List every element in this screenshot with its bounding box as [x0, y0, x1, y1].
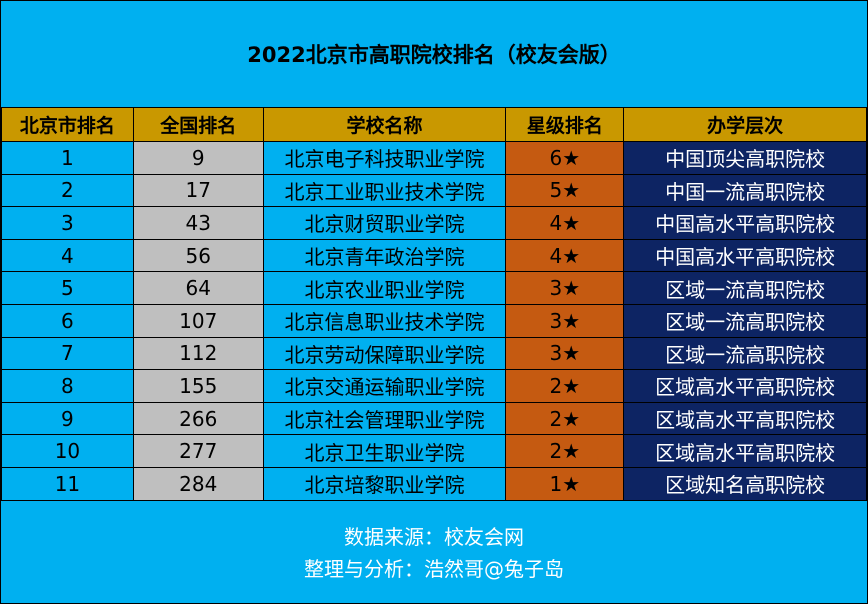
star-rank-cell: 5★: [505, 173, 625, 208]
level-cell: 区域一流高职院校: [623, 303, 867, 338]
table-row: 8 155 北京交通运输职业学院 2★ 区域高水平高职院校: [1, 369, 867, 403]
school-name-cell: 北京青年政治学院: [262, 238, 507, 273]
national-rank-cell: 17: [132, 173, 264, 208]
school-name-cell: 北京农业职业学院: [262, 271, 507, 305]
table-row: 10 277 北京卫生职业学院 2★ 区域高水平高职院校: [1, 434, 867, 468]
level-cell: 区域高水平高职院校: [623, 434, 867, 468]
star-rank-cell: 4★: [505, 206, 625, 240]
level-cell: 区域一流高职院校: [623, 271, 867, 305]
school-name-cell: 北京社会管理职业学院: [262, 401, 507, 436]
national-rank-cell: 56: [132, 238, 264, 273]
header-local-rank: 北京市排名: [1, 107, 134, 142]
data-source-note: 数据来源：校友会网: [344, 525, 524, 549]
table-row: 3 43 北京财贸职业学院 4★ 中国高水平高职院校: [1, 206, 867, 240]
local-rank-cell: 2: [1, 173, 134, 208]
school-name-cell: 北京培黎职业学院: [262, 466, 507, 501]
table-row: 1 9 北京电子科技职业学院 6★ 中国顶尖高职院校: [1, 141, 867, 175]
page-title: 2022北京市高职院校排名（校友会版）: [247, 43, 621, 67]
school-name-cell: 北京劳动保障职业学院: [262, 336, 507, 371]
local-rank-cell: 1: [1, 141, 134, 175]
local-rank-cell: 5: [1, 271, 134, 305]
level-cell: 区域知名高职院校: [623, 466, 867, 501]
footer: 数据来源：校友会网 整理与分析：浩然哥@兔子岛: [1, 509, 867, 603]
national-rank-cell: 266: [132, 401, 264, 436]
star-rank-cell: 3★: [505, 303, 625, 338]
level-cell: 区域一流高职院校: [623, 336, 867, 371]
star-rank-cell: 2★: [505, 369, 625, 403]
national-rank-cell: 112: [132, 336, 264, 371]
national-rank-cell: 277: [132, 434, 264, 468]
local-rank-cell: 6: [1, 303, 134, 338]
table-row: 6 107 北京信息职业技术学院 3★ 区域一流高职院校: [1, 303, 867, 338]
level-cell: 区域高水平高职院校: [623, 401, 867, 436]
ranking-table: 北京市排名 全国排名 学校名称 星级排名 办学层次 1 9 北京电子科技职业学院 6★…: [1, 107, 867, 501]
header-star-rank: 星级排名: [505, 107, 625, 142]
school-name-cell: 北京卫生职业学院: [262, 434, 507, 468]
table-row: 7 112 北京劳动保障职业学院 3★ 区域一流高职院校: [1, 336, 867, 371]
school-name-cell: 北京交通运输职业学院: [262, 369, 507, 403]
school-name-cell: 北京信息职业技术学院: [262, 303, 507, 338]
table-row: 4 56 北京青年政治学院 4★ 中国高水平高职院校: [1, 238, 867, 273]
national-rank-cell: 64: [132, 271, 264, 305]
national-rank-cell: 284: [132, 466, 264, 501]
header-school-name: 学校名称: [262, 107, 507, 142]
school-name-cell: 北京电子科技职业学院: [262, 141, 507, 175]
level-cell: 中国一流高职院校: [623, 173, 867, 208]
table-header-row: 北京市排名 全国排名 学校名称 星级排名 办学层次: [1, 107, 867, 142]
local-rank-cell: 11: [1, 466, 134, 501]
level-cell: 中国高水平高职院校: [623, 206, 867, 240]
local-rank-cell: 9: [1, 401, 134, 436]
national-rank-cell: 43: [132, 206, 264, 240]
header-national-rank: 全国排名: [132, 107, 264, 142]
table-row: 11 284 北京培黎职业学院 1★ 区域知名高职院校: [1, 466, 867, 501]
local-rank-cell: 4: [1, 238, 134, 273]
table-row: 9 266 北京社会管理职业学院 2★ 区域高水平高职院校: [1, 401, 867, 436]
national-rank-cell: 107: [132, 303, 264, 338]
local-rank-cell: 3: [1, 206, 134, 240]
author-note: 整理与分析：浩然哥@兔子岛: [304, 557, 564, 581]
level-cell: 中国高水平高职院校: [623, 238, 867, 273]
star-rank-cell: 3★: [505, 271, 625, 305]
school-name-cell: 北京工业职业技术学院: [262, 173, 507, 208]
star-rank-cell: 2★: [505, 401, 625, 436]
table-body: 1 9 北京电子科技职业学院 6★ 中国顶尖高职院校 2 17 北京工业职业技术学院 5★ 中国一…: [1, 141, 867, 501]
star-rank-cell: 2★: [505, 434, 625, 468]
local-rank-cell: 8: [1, 369, 134, 403]
national-rank-cell: 9: [132, 141, 264, 175]
header-level: 办学层次: [623, 107, 867, 142]
star-rank-cell: 4★: [505, 238, 625, 273]
star-rank-cell: 3★: [505, 336, 625, 371]
star-rank-cell: 1★: [505, 466, 625, 501]
table-row: 2 17 北京工业职业技术学院 5★ 中国一流高职院校: [1, 173, 867, 208]
level-cell: 中国顶尖高职院校: [623, 141, 867, 175]
school-name-cell: 北京财贸职业学院: [262, 206, 507, 240]
local-rank-cell: 10: [1, 434, 134, 468]
national-rank-cell: 155: [132, 369, 264, 403]
local-rank-cell: 7: [1, 336, 134, 371]
star-rank-cell: 6★: [505, 141, 625, 175]
level-cell: 区域高水平高职院校: [623, 369, 867, 403]
table-row: 5 64 北京农业职业学院 3★ 区域一流高职院校: [1, 271, 867, 305]
